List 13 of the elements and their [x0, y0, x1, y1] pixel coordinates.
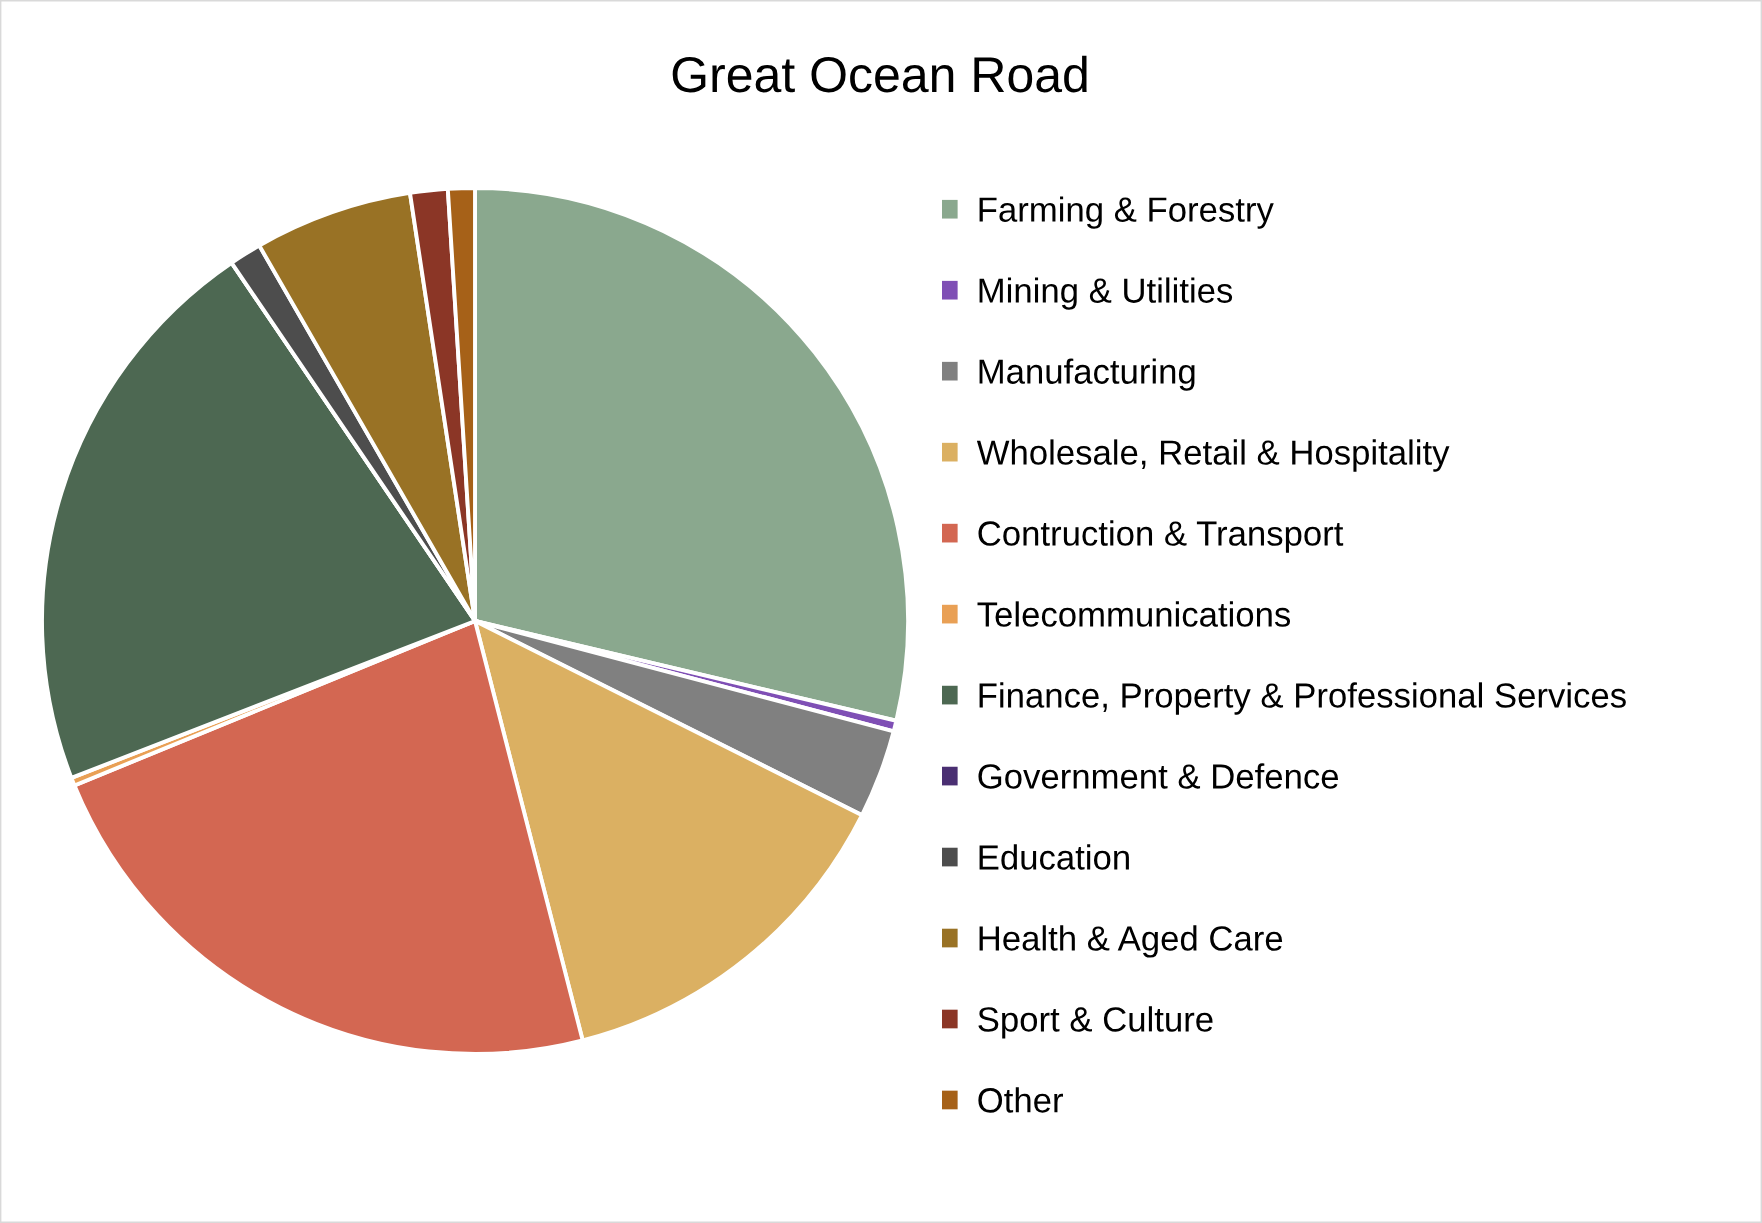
- legend-label: Sport & Culture: [978, 1006, 1213, 1039]
- legend-label: Government & Defence: [978, 763, 1339, 789]
- chart-title: Great Ocean Road: [672, 55, 1087, 93]
- legend-label: Wholesale, Retail & Hospitality: [976, 439, 1450, 472]
- legend-label: Finance, Property & Professional Services: [979, 682, 1626, 715]
- legend-label: Contruction & Transport: [978, 520, 1344, 553]
- legend-label: Mining & Utilities: [979, 277, 1233, 310]
- legend-label: Education: [979, 844, 1129, 870]
- legend-label: Telecommunications: [977, 601, 1291, 627]
- legend-label: Other: [978, 1087, 1063, 1113]
- legend-label: Health & Aged Care: [979, 925, 1283, 958]
- legend-label: Manufacturing: [979, 358, 1195, 391]
- legend-label: Farming & Forestry: [979, 196, 1274, 229]
